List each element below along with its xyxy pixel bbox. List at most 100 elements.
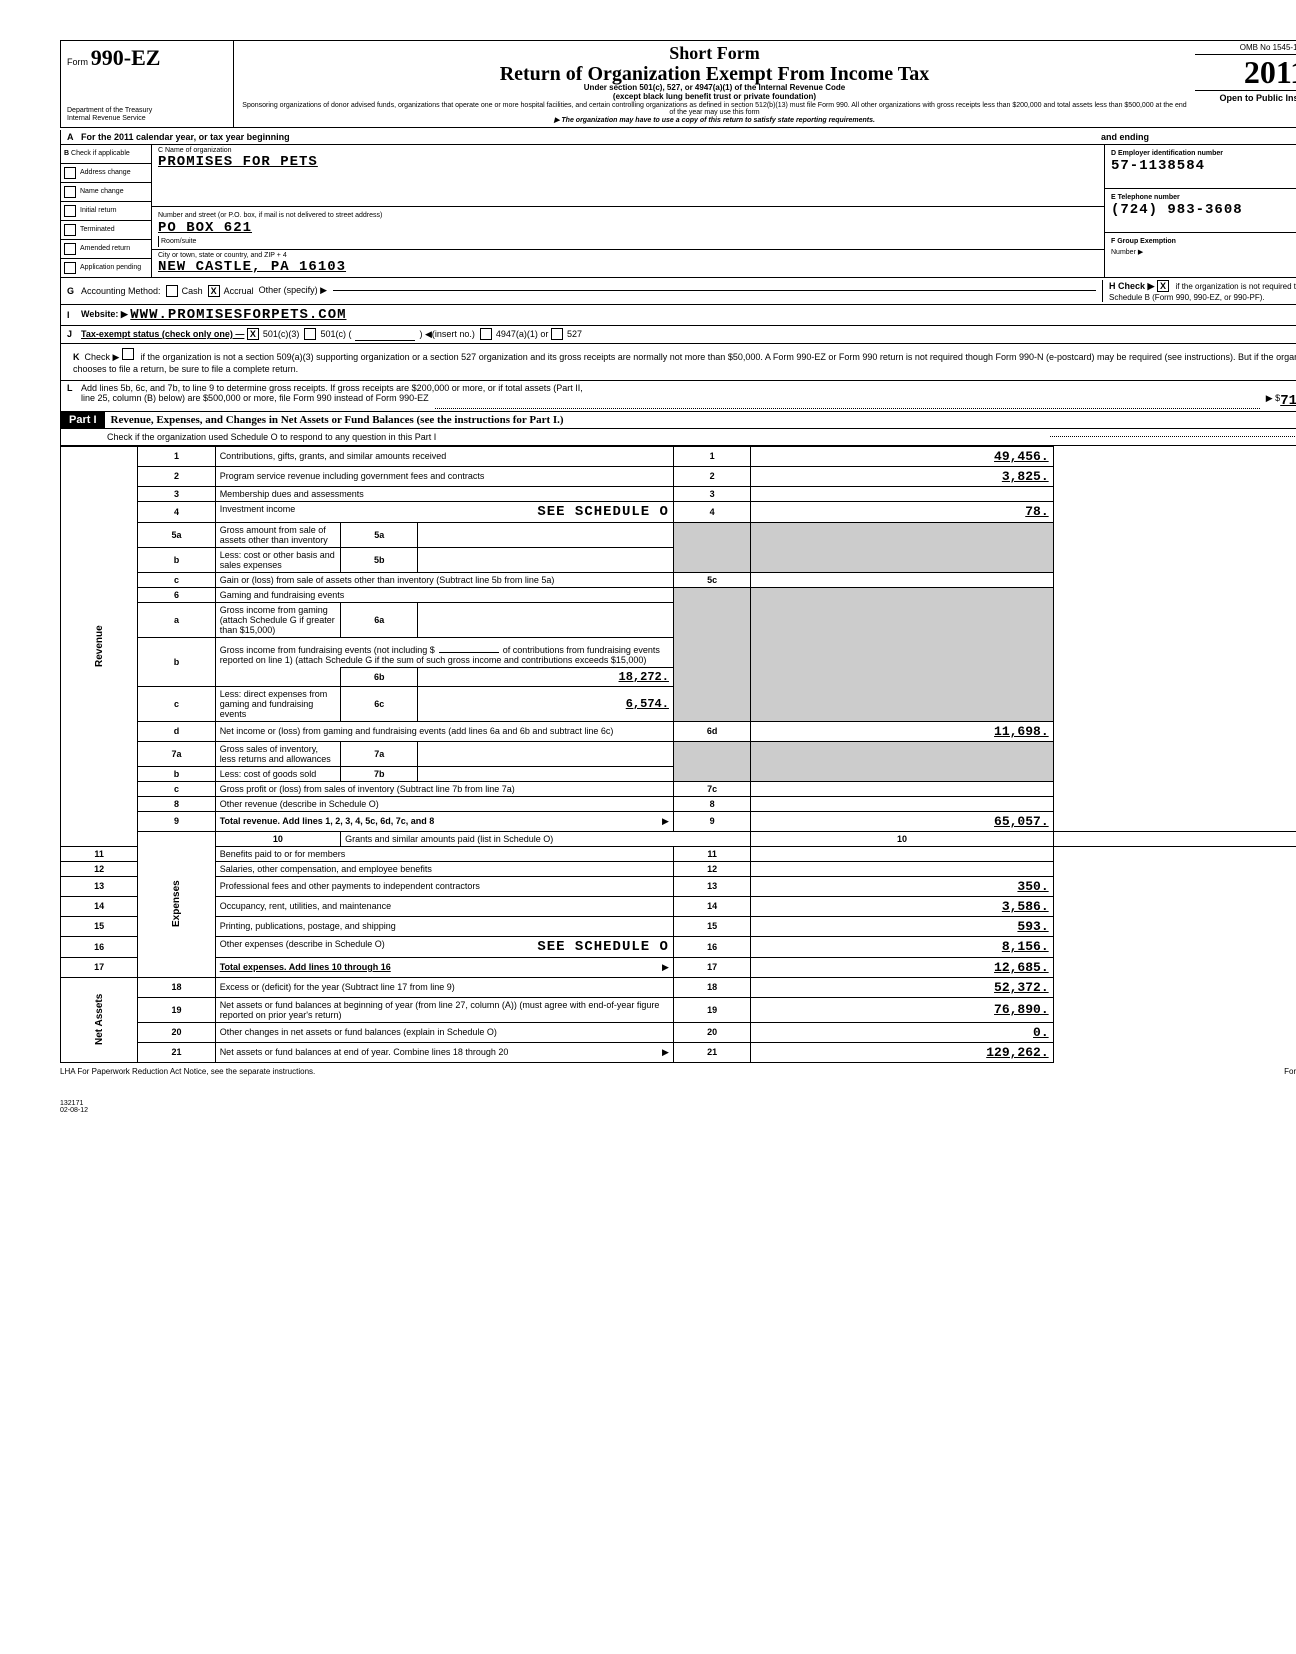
website-label: Website: ▶ — [81, 309, 128, 320]
527-checkbox[interactable] — [551, 328, 563, 340]
part1-check-row: Check if the organization used Schedule … — [60, 429, 1296, 446]
phone-value: (724) 983-3608 — [1111, 202, 1243, 218]
open-public: Open to Public Inspection — [1195, 91, 1296, 105]
501c-checkbox[interactable] — [304, 328, 316, 340]
l-amount: 71,631. — [1280, 393, 1296, 409]
line21-desc: Net assets or fund balances at end of ye… — [215, 1042, 673, 1062]
line6-desc: Gaming and fundraising events — [215, 587, 673, 602]
col-b-checks: B Check if applicable Address change Nam… — [61, 145, 152, 277]
check-pending[interactable]: Application pending — [61, 259, 151, 277]
h-checkbox[interactable]: X — [1157, 280, 1169, 292]
accrual-label: Accrual — [224, 286, 254, 296]
form-left-block: Form 990-EZ Department of the Treasury I… — [61, 41, 234, 127]
line11-amount — [751, 846, 1053, 861]
line2-desc: Program service revenue including govern… — [215, 466, 673, 486]
line21-amount: 129,262. — [751, 1042, 1053, 1062]
form-footer: Form 990-EZ (2011) — [1284, 1067, 1296, 1076]
line6b-desc1: Gross income from fundraising events (no… — [215, 637, 673, 667]
4947-checkbox[interactable] — [480, 328, 492, 340]
col-c-org: C Name of organization PROMISES FOR PETS… — [152, 145, 1104, 277]
line5b-amount — [418, 547, 673, 572]
l-text1: Add lines 5b, 6c, and 7b, to line 9 to d… — [81, 383, 583, 393]
line8-amount — [751, 796, 1053, 811]
line12-amount — [751, 861, 1053, 876]
col-def: D Employer identification number 57-1138… — [1104, 145, 1296, 277]
section-bcdef: B Check if applicable Address change Nam… — [60, 145, 1296, 278]
line1-desc: Contributions, gifts, grants, and simila… — [215, 446, 673, 466]
4947-label: 4947(a)(1) or — [496, 329, 549, 339]
line7a-amount — [418, 741, 673, 766]
sponsor-note: Sponsoring organizations of donor advise… — [242, 102, 1187, 117]
check-amended[interactable]: Amended return — [61, 240, 151, 259]
part1-header-row: Part I Revenue, Expenses, and Changes in… — [60, 412, 1296, 429]
label-c: C Name of organization — [158, 147, 1098, 154]
527-label: 527 — [567, 329, 582, 339]
k-text: if the organization is not a section 509… — [73, 352, 1296, 375]
label-i: I — [67, 310, 81, 320]
footer-code: 132171 02-08-12 — [60, 1100, 1296, 1114]
line15-desc: Printing, publications, postage, and shi… — [215, 916, 673, 936]
line4-desc: Investment income SEE SCHEDULE O — [215, 501, 673, 522]
check-name[interactable]: Name change — [61, 183, 151, 202]
k-checkbox[interactable] — [122, 348, 134, 360]
line10-amount — [1053, 831, 1296, 846]
l-arrow: ▶ $ — [1266, 393, 1280, 409]
dept-treasury: Department of the Treasury — [67, 107, 227, 115]
check-terminated[interactable]: Terminated — [61, 221, 151, 240]
line6b-amount: 18,272. — [418, 667, 673, 686]
expenses-side-label: Expenses — [138, 831, 215, 977]
accrual-checkbox[interactable]: X — [208, 285, 220, 297]
line6d-desc: Net income or (loss) from gaming and fun… — [215, 721, 673, 741]
line5a-amount — [418, 522, 673, 547]
row-g-h: G Accounting Method: Cash X Accrual Othe… — [60, 278, 1296, 305]
line20-amount: 0. — [751, 1022, 1053, 1042]
line3-amount — [751, 486, 1053, 501]
line2-amount: 3,825. — [751, 466, 1053, 486]
insert-no-label: ) ◀(insert no.) — [419, 329, 474, 340]
line6c-amount: 6,574. — [418, 686, 673, 721]
other-label: Other (specify) ▶ — [259, 285, 327, 296]
line16-desc: Other expenses (describe in Schedule O) … — [215, 936, 673, 957]
dept-block: Department of the Treasury Internal Reve… — [67, 107, 227, 122]
row-k: K Check ▶ if the organization is not a s… — [60, 344, 1296, 381]
cash-label: Cash — [182, 286, 203, 296]
row-i: I Website: ▶ WWW.PROMISESFORPETS.COM — [60, 305, 1296, 326]
part1-title: Revenue, Expenses, and Changes in Net As… — [105, 414, 1296, 426]
line4-amount: 78. — [751, 501, 1053, 522]
line16-note: SEE SCHEDULE O — [537, 939, 669, 955]
line10-desc: Grants and similar amounts paid (list in… — [341, 831, 751, 846]
lha-notice: LHA For Paperwork Reduction Act Notice, … — [60, 1067, 315, 1076]
form-number: 990-EZ — [91, 45, 161, 70]
label-b: B — [64, 150, 69, 157]
line7c-amount — [751, 781, 1053, 796]
check-if-label: Check if applicable — [71, 150, 130, 157]
501c3-label: 501(c)(3) — [263, 329, 300, 339]
row-j: J Tax-exempt status (check only one) — X… — [60, 326, 1296, 344]
part1-check-text: Check if the organization used Schedule … — [67, 432, 1050, 442]
netassets-side-label: Net Assets — [61, 977, 138, 1062]
state-note: ▶ The organization may have to use a cop… — [242, 117, 1187, 125]
row-a: A For the 2011 calendar year, or tax yea… — [60, 130, 1296, 145]
line12-desc: Salaries, other compensation, and employ… — [215, 861, 673, 876]
form-title-block: Short Form Return of Organization Exempt… — [234, 41, 1195, 127]
check-address[interactable]: Address change — [61, 164, 151, 183]
label-f2: Number ▶ — [1111, 249, 1143, 256]
line14-desc: Occupancy, rent, utilities, and maintena… — [215, 896, 673, 916]
check-initial[interactable]: Initial return — [61, 202, 151, 221]
line8-desc: Other revenue (describe in Schedule O) — [215, 796, 673, 811]
line14-amount: 3,586. — [751, 896, 1053, 916]
org-address: PO BOX 621 — [158, 220, 252, 236]
title-short: Short Form — [242, 43, 1187, 64]
line18-amount: 52,372. — [751, 977, 1053, 997]
cash-checkbox[interactable] — [166, 285, 178, 297]
acct-method-label: Accounting Method: — [81, 286, 161, 296]
line17-amount: 12,685. — [751, 957, 1053, 977]
501c-label: 501(c) ( — [320, 329, 351, 339]
addr-label: Number and street (or P.O. box, if mail … — [158, 212, 382, 219]
line7b-desc: Less: cost of goods sold — [215, 766, 340, 781]
label-d: D Employer identification number — [1111, 150, 1223, 157]
501c3-checkbox[interactable]: X — [247, 328, 259, 340]
row-a-text2: and ending — [1101, 132, 1149, 142]
label-e: E Telephone number — [1111, 194, 1180, 201]
label-h: H Check ▶ — [1109, 281, 1154, 291]
